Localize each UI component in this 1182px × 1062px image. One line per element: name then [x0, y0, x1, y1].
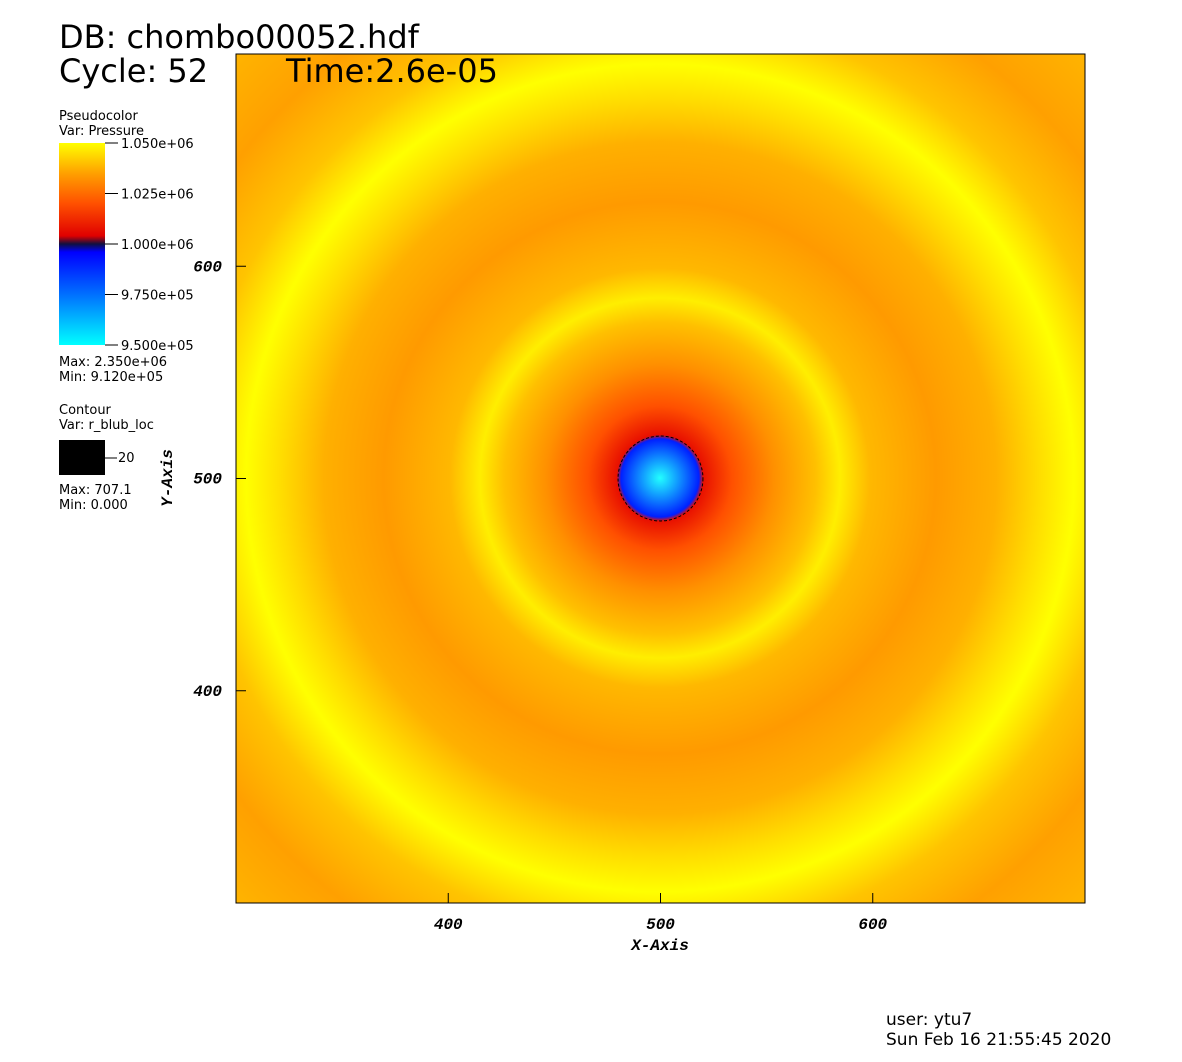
x-tick-label: 500 [646, 916, 675, 934]
contour-max: Max: 707.1 [59, 483, 132, 498]
db-title: DB: chombo00052.hdf [59, 18, 420, 56]
legend-min: Min: 9.120e+05 [59, 370, 163, 385]
pressure-field [236, 54, 1085, 903]
legend-max: Max: 2.350e+06 [59, 355, 167, 370]
colorbar-tick-label: 9.750e+05 [121, 289, 194, 304]
contour-title: Contour [59, 403, 112, 418]
colorbar-tick-label: 1.000e+06 [121, 238, 194, 253]
cycle: Cycle: 52 [59, 52, 208, 90]
contour-var: Var: r_blub_loc [59, 418, 154, 433]
legend-title: Pseudocolor [59, 109, 138, 124]
x-tick-label: 400 [434, 916, 463, 934]
x-tick-label: 600 [858, 916, 887, 934]
colorbar-tick-label: 1.025e+06 [121, 188, 194, 203]
contour-level-label: 20 [118, 451, 135, 466]
date: Sun Feb 16 21:55:45 2020 [886, 1030, 1111, 1050]
colorbar [59, 143, 105, 345]
colorbar-tick-label: 9.500e+05 [121, 339, 194, 354]
colorbar-tick-label: 1.050e+06 [121, 137, 194, 152]
time: Time:2.6e-05 [285, 52, 498, 90]
y-tick-label: 400 [193, 683, 222, 701]
y-tick-label: 500 [193, 471, 222, 489]
x-axis-label: X-Axis [630, 937, 689, 955]
user: user: ytu7 [886, 1010, 972, 1030]
contour-min: Min: 0.000 [59, 498, 128, 513]
y-axis-label: Y-Axis [159, 449, 177, 507]
legend-var: Var: Pressure [59, 124, 144, 139]
y-tick-label: 600 [193, 258, 222, 276]
contour-swatch [59, 440, 105, 475]
contour-line [617, 435, 704, 522]
